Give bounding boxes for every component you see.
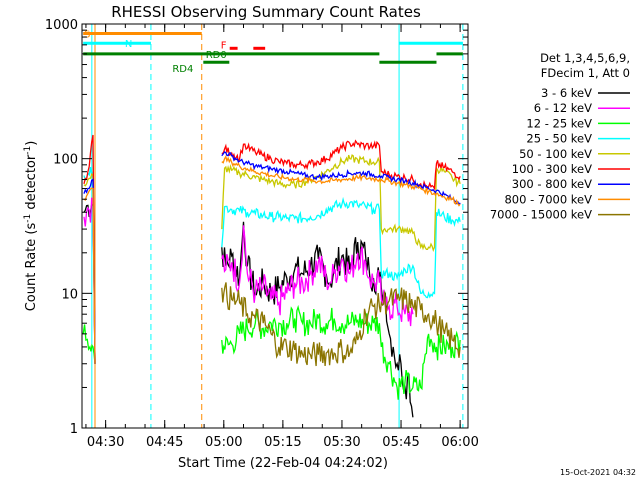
series-line-8 (221, 282, 461, 367)
x-tick-label-6: 06:00 (441, 435, 478, 450)
legend-label-3: 25 - 50 keV (526, 132, 592, 146)
x-tick-label-1: 04:45 (146, 435, 183, 450)
x-axis: 04:30 04:45 05:00 05:15 05:30 05:45 06:00 (85, 24, 479, 450)
footer-date: 15-Oct-2021 04:32 (560, 468, 636, 477)
x-tick-label-3: 05:15 (264, 435, 301, 450)
chart-title: RHESSI Observing Summary Count Rates (111, 3, 421, 21)
y-axis-label-sup2: -1 (23, 146, 33, 155)
y-tick-label-3: 1000 (45, 18, 78, 33)
series-line-1 (83, 197, 414, 364)
x-tick-label-0: 04:30 (87, 435, 124, 450)
legend-label-7: 800 - 7000 keV (504, 192, 592, 206)
y-axis-label: Count Rate (s-1 detector-1) (23, 141, 39, 312)
x-tick-label-2: 05:00 (205, 435, 242, 450)
x-tick-label-4: 05:30 (323, 435, 360, 450)
legend-label-6: 300 - 800 keV (512, 177, 592, 191)
y-axis-label-end: ) (24, 141, 39, 146)
x-tick-label-5: 05:45 (382, 435, 419, 450)
series-line-7 (83, 155, 461, 364)
plot-frame (81, 23, 469, 429)
legend-label-0: 3 - 6 keV (541, 86, 592, 100)
legend: Det 1,3,4,5,6,9, FDecim 1, Att 0 3 - 6 k… (490, 51, 630, 222)
legend-label-5: 100 - 300 keV (512, 162, 592, 176)
x-axis-label: Start Time (22-Feb-04 04:24:02) (178, 456, 388, 471)
flag-label-rd4: RD4 (172, 64, 193, 75)
flag-bars: S N RD0 RD4 F (83, 30, 463, 75)
y-tick-label-1: 10 (61, 287, 78, 302)
event-lines (91, 24, 464, 428)
y-axis: 1 10 100 1000 (45, 18, 468, 437)
legend-label-8: 7000 - 15000 keV (490, 208, 592, 222)
flag-label-s: S (84, 30, 90, 41)
legend-header-line1: Det 1,3,4,5,6,9, (540, 51, 630, 65)
y-tick-label-2: 100 (53, 153, 78, 168)
y-axis-label-mid: detector (24, 154, 39, 214)
series-line-4 (83, 154, 461, 364)
legend-header-line2: FDecim 1, Att 0 (541, 66, 630, 80)
legend-label-2: 12 - 25 keV (526, 116, 592, 130)
flag-label-rd0: RD0 (206, 50, 227, 61)
series-line-2 (82, 304, 461, 400)
legend-label-4: 50 - 100 keV (519, 147, 592, 161)
y-axis-label-main: Count Rate (s (24, 223, 39, 312)
y-tick-label-0: 1 (70, 422, 78, 437)
series-line-0 (83, 201, 414, 418)
y-axis-label-sup1: -1 (23, 214, 33, 223)
legend-label-1: 6 - 12 keV (534, 101, 592, 115)
flag-label-f: F (221, 40, 227, 51)
flag-label-n: N (125, 39, 132, 50)
series-lines (82, 134, 461, 418)
